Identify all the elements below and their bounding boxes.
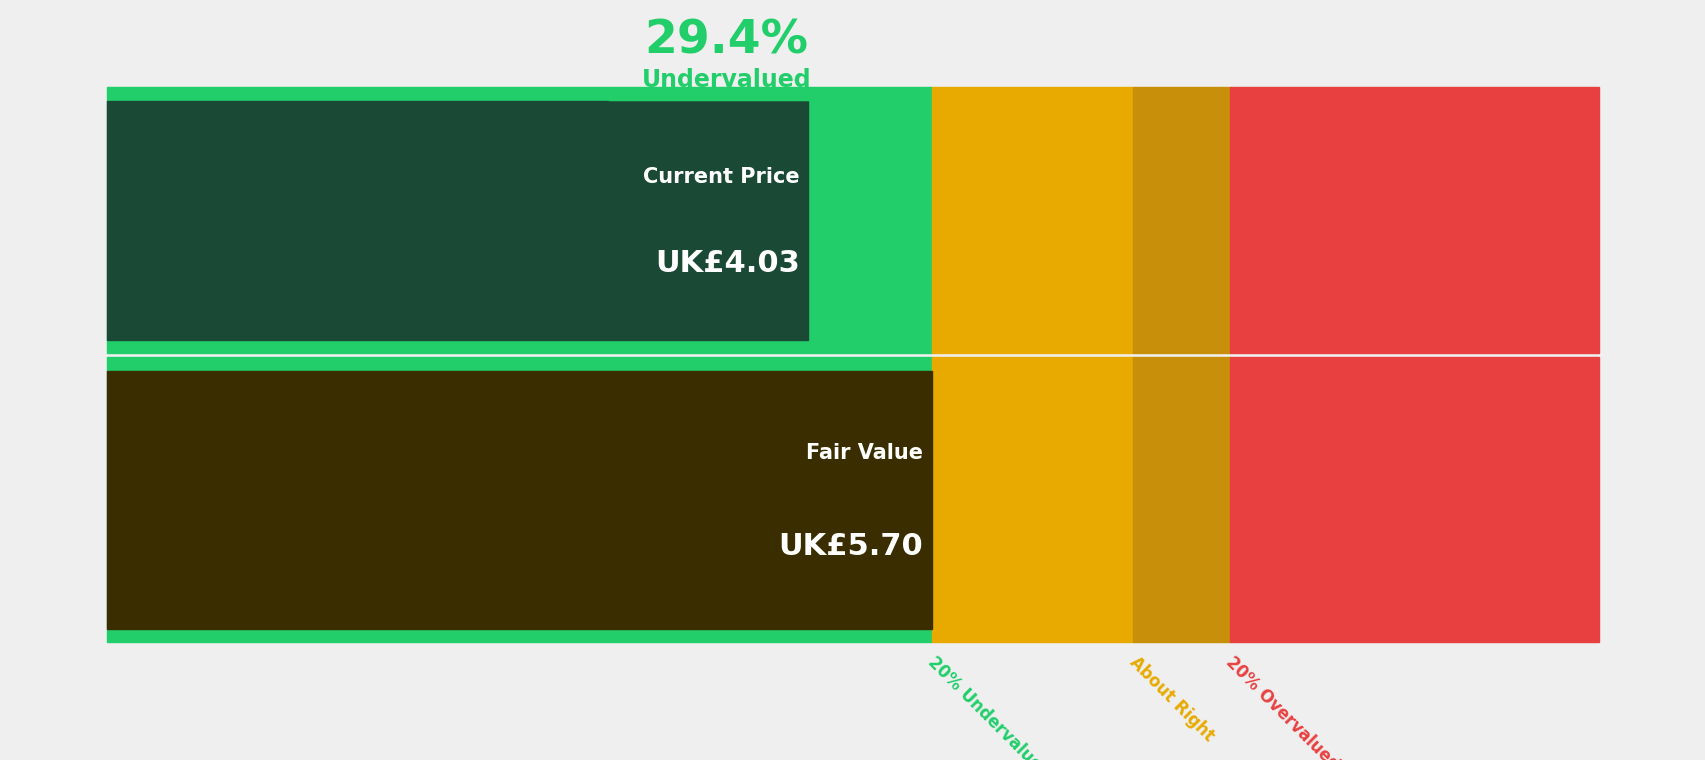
Text: UK£5.70: UK£5.70 [777,531,922,561]
Bar [931,357,1132,642]
Text: Current Price: Current Price [643,167,800,188]
Text: 20% Undervalued: 20% Undervalued [924,654,1054,760]
Bar [107,357,931,642]
Text: Undervalued: Undervalued [641,68,810,93]
Bar [1132,357,1229,642]
Bar [107,87,931,353]
Text: UK£4.03: UK£4.03 [655,249,800,278]
Bar [107,371,931,629]
Text: About Right: About Right [1125,654,1217,746]
Bar [1132,87,1229,353]
Text: Fair Value: Fair Value [806,443,922,464]
Bar [107,101,808,340]
Text: 29.4%: 29.4% [644,19,808,64]
Bar [1229,87,1598,353]
Bar [931,87,1132,353]
Bar [1229,357,1598,642]
Text: 20% Overvalued: 20% Overvalued [1222,654,1342,760]
